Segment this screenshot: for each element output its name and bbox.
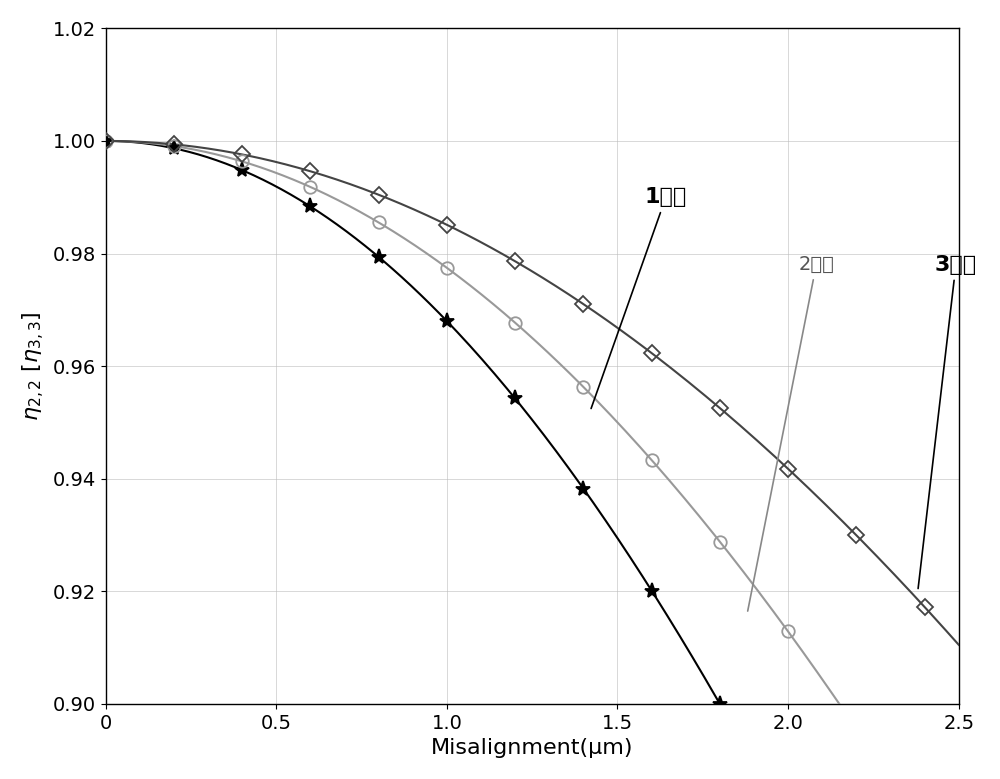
Text: 2号线: 2号线	[748, 256, 834, 611]
Y-axis label: $\eta_{2,2}$ [$\eta_{3,3}$]: $\eta_{2,2}$ [$\eta_{3,3}$]	[21, 312, 47, 421]
X-axis label: Misalignment(μm): Misalignment(μm)	[431, 738, 633, 758]
Text: 1号线: 1号线	[591, 187, 687, 408]
Text: 3号线: 3号线	[918, 255, 977, 589]
